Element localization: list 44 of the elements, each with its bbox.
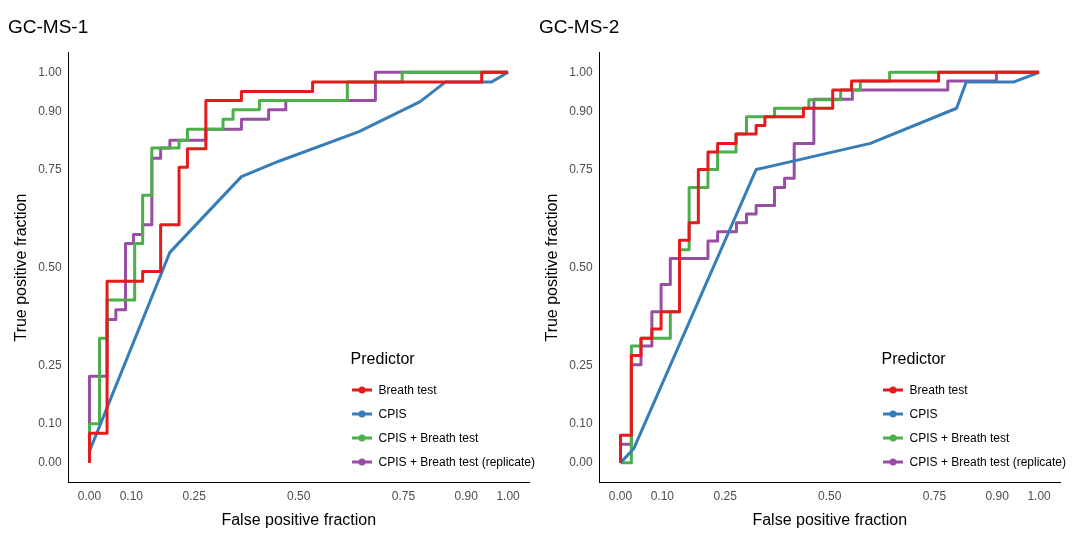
y-tick-label: 0.50 (38, 259, 62, 274)
x-tick-label: 0.25 (713, 488, 738, 503)
legend-label: CPIS (378, 407, 407, 421)
x-tick-label: 1.00 (1027, 488, 1052, 503)
legend-title: Predictor (350, 350, 416, 368)
x-axis-title: False positive fraction (221, 510, 377, 528)
legend-label: Breath test (378, 383, 437, 397)
y-tick-label: 0.25 (38, 357, 62, 372)
x-tick-label: 0.00 (77, 488, 102, 503)
legend-label: Breath test (909, 383, 968, 397)
chart-title: GC-MS-1 (8, 15, 89, 37)
x-tick-label: 0.25 (182, 488, 207, 503)
y-tick-label: 0.00 (38, 455, 62, 470)
y-axis-title: True positive fraction (12, 193, 30, 342)
y-tick-label: 0.00 (569, 455, 593, 470)
y-axis-title: True positive fraction (543, 193, 561, 342)
legend-label: CPIS (909, 407, 938, 421)
y-tick-label: 0.10 (569, 416, 593, 431)
y-tick-label: 0.90 (38, 103, 62, 118)
x-tick-label: 0.50 (818, 488, 842, 503)
y-tick-label: 0.75 (569, 162, 593, 177)
legend-label: CPIS + Breath test (378, 431, 479, 445)
y-tick-label: 1.00 (569, 64, 593, 79)
legend-label: CPIS + Breath test (replicate) (909, 455, 1066, 469)
y-tick-label: 0.75 (38, 162, 62, 177)
x-tick-label: 0.10 (119, 488, 144, 503)
x-tick-label: 0.10 (650, 488, 675, 503)
x-tick-label: 0.90 (985, 488, 1010, 503)
x-tick-label: 1.00 (496, 488, 521, 503)
y-tick-label: 0.90 (569, 103, 593, 118)
y-tick-label: 0.50 (569, 259, 593, 274)
y-tick-label: 1.00 (38, 64, 62, 79)
x-tick-label: 0.00 (608, 488, 633, 503)
x-tick-label: 0.90 (454, 488, 479, 503)
y-tick-label: 0.10 (38, 416, 62, 431)
y-tick-label: 0.25 (569, 357, 593, 372)
legend-label: CPIS + Breath test (909, 431, 1010, 445)
legend-title: Predictor (881, 350, 947, 368)
x-tick-label: 0.75 (922, 488, 947, 503)
legend-label: CPIS + Breath test (replicate) (378, 455, 535, 469)
x-axis-title: False positive fraction (752, 510, 908, 528)
x-tick-label: 0.75 (391, 488, 416, 503)
x-tick-label: 0.50 (287, 488, 311, 503)
chart-title: GC-MS-2 (539, 15, 620, 37)
